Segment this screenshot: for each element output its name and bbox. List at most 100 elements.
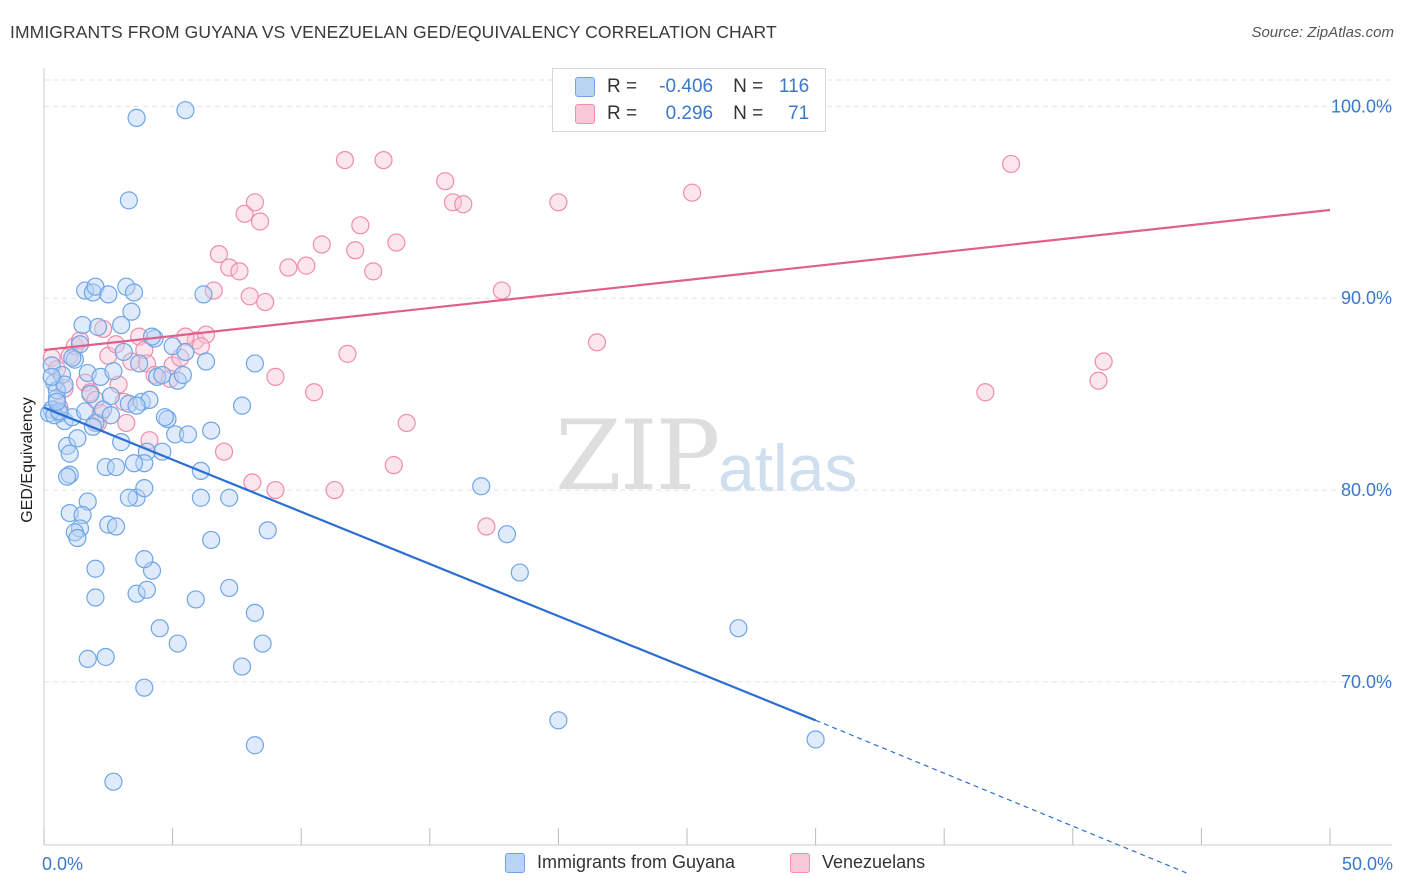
data-point	[243, 473, 262, 492]
data-point	[266, 367, 285, 386]
data-point	[477, 517, 496, 536]
data-point	[191, 337, 210, 356]
data-point	[104, 362, 123, 381]
trend-line-venezuelans	[43, 208, 1331, 352]
data-point	[346, 241, 365, 260]
legend: R = -0.406 N = 116 R = 0.296 N = 71	[552, 68, 826, 132]
data-point	[266, 480, 285, 500]
data-point	[135, 340, 154, 360]
data-point	[117, 413, 136, 433]
data-point	[155, 408, 174, 427]
data-point	[279, 258, 298, 277]
data-point	[245, 736, 265, 755]
data-point	[245, 603, 265, 622]
data-point	[106, 335, 126, 354]
data-point	[374, 150, 393, 170]
data-point	[220, 578, 239, 598]
data-point	[73, 505, 92, 525]
data-point	[510, 563, 529, 582]
data-point	[86, 559, 105, 578]
data-point	[454, 195, 473, 214]
data-point	[196, 352, 216, 371]
data-point	[230, 262, 249, 281]
data-point	[384, 456, 403, 475]
data-point	[232, 657, 252, 676]
data-point	[335, 150, 355, 170]
trend-lines	[43, 208, 1331, 875]
gridlines	[44, 79, 1392, 683]
trend-line-guyana	[43, 406, 817, 722]
y-tick-label: 90.0%	[1341, 288, 1392, 308]
data-point	[63, 348, 82, 367]
series-venezuelans	[42, 93, 1113, 536]
data-point	[186, 331, 205, 350]
data-point	[135, 479, 154, 498]
data-point	[140, 431, 159, 450]
bottom-legend: Immigrants from Guyana Venezuelans	[0, 852, 1406, 878]
data-point	[88, 317, 108, 337]
data-point	[168, 371, 187, 390]
data-point	[106, 457, 126, 477]
data-point	[220, 258, 239, 277]
data-point	[78, 492, 97, 511]
data-point	[104, 772, 123, 791]
data-point	[124, 283, 144, 302]
data-point	[1089, 371, 1108, 390]
data-point	[122, 302, 141, 321]
data-point	[135, 454, 154, 473]
data-point	[150, 619, 169, 638]
data-point	[178, 425, 198, 444]
legend-row-venezuelans: R = 0.296 N = 71	[575, 101, 809, 127]
data-point	[220, 488, 239, 507]
data-point	[806, 730, 825, 749]
data-point	[42, 367, 61, 386]
y-tick-label: 80.0%	[1341, 480, 1392, 500]
data-point	[86, 588, 105, 607]
legend-n-label: N =	[733, 76, 764, 97]
data-point	[256, 292, 275, 312]
data-point	[68, 429, 87, 448]
data-point	[186, 590, 205, 609]
tick-labels: 70.0% 80.0% 90.0% 100.0% 0.0% 50.0%	[42, 96, 1393, 874]
legend-r-value: -0.406	[659, 76, 714, 97]
data-point	[76, 402, 95, 421]
legend-row-guyana: R = -0.406 N = 116	[575, 74, 809, 100]
data-point	[549, 711, 568, 730]
data-point	[196, 325, 216, 344]
watermark-atlas: atlas	[718, 431, 858, 505]
legend-r-label: R =	[607, 103, 638, 124]
data-point	[47, 392, 66, 411]
data-point	[60, 444, 79, 463]
data-point	[194, 285, 213, 304]
data-point	[127, 488, 146, 507]
data-point	[137, 580, 156, 599]
data-point	[68, 528, 87, 548]
data-point	[127, 108, 146, 127]
data-point	[1094, 352, 1113, 371]
data-point	[191, 488, 210, 507]
y-tick-label: 100.0%	[1331, 96, 1392, 116]
data-point	[436, 172, 455, 191]
data-point	[127, 396, 146, 415]
y-axis-label: GED/Equivalency	[19, 397, 36, 523]
bottom-legend-swatch-blue	[505, 852, 525, 873]
legend-r-label: R =	[607, 76, 638, 97]
data-point	[397, 413, 416, 433]
data-point	[235, 204, 254, 223]
data-point	[114, 342, 133, 362]
data-point	[364, 262, 383, 281]
data-point	[99, 285, 118, 304]
legend-n-label: N =	[733, 103, 764, 124]
data-point	[304, 383, 324, 402]
data-point	[497, 525, 517, 544]
data-point	[587, 333, 607, 352]
data-point	[245, 354, 265, 373]
source-credit: Source: ZipAtlas.com	[1251, 24, 1394, 41]
data-point	[492, 281, 511, 300]
data-point	[96, 457, 115, 477]
data-point	[168, 634, 187, 653]
data-point	[253, 634, 272, 653]
legend-r-value: 0.296	[665, 103, 714, 124]
legend-swatch-blue	[575, 77, 595, 97]
legend-n-value: 116	[778, 76, 810, 97]
